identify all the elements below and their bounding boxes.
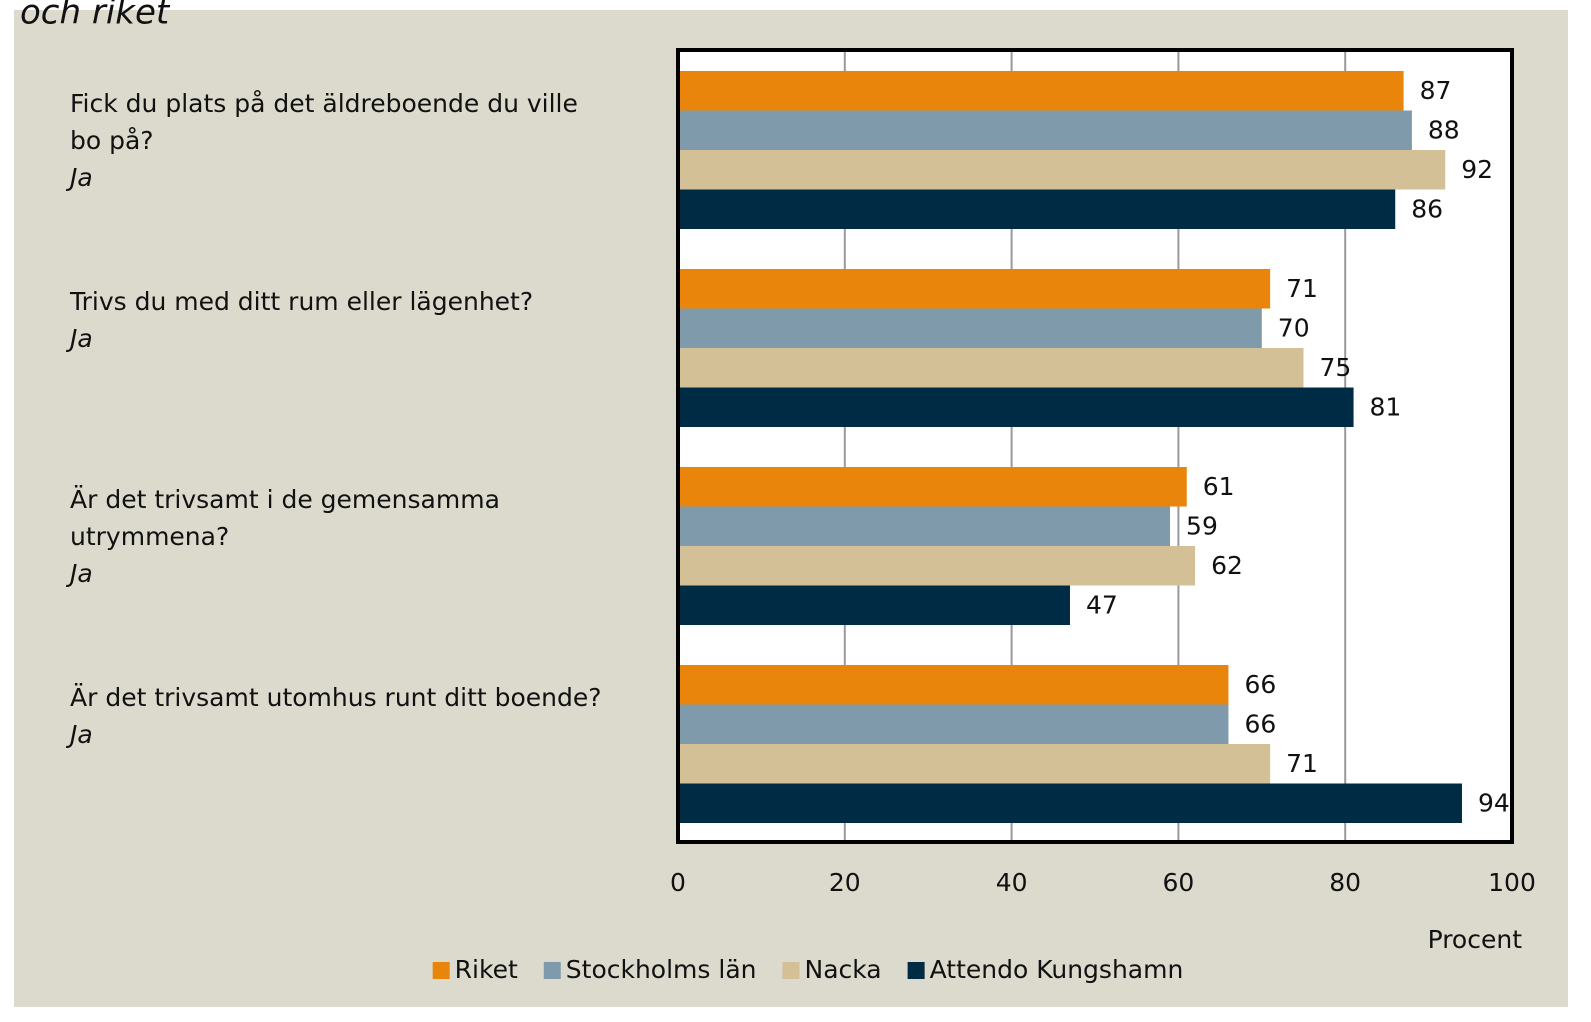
- plot-border: [676, 48, 1514, 844]
- bar: [678, 269, 1271, 309]
- value-label: 86: [1411, 194, 1443, 223]
- value-label: 88: [1428, 115, 1460, 144]
- bar: [678, 704, 1229, 744]
- x-tick-label: 100: [1488, 868, 1536, 897]
- category-label: Fick du plats på det äldreboende du vill…: [70, 89, 578, 155]
- category-answer: Ja: [65, 720, 93, 749]
- value-label: 66: [1244, 670, 1276, 699]
- category-label: Är det trivsamt i de gemensamma utrymmena…: [70, 485, 500, 551]
- legend-label: Stockholms län: [566, 955, 757, 984]
- bar: [678, 506, 1171, 546]
- value-label: 75: [1320, 353, 1352, 382]
- bar: [678, 546, 1196, 586]
- x-axis-label: Procent: [1428, 925, 1523, 954]
- bar: [678, 467, 1187, 507]
- legend-swatch: [543, 962, 561, 979]
- legend-swatch: [907, 962, 925, 979]
- category-answer: Ja: [65, 324, 93, 353]
- bar: [678, 744, 1271, 784]
- category-label: Är det trivsamt utomhus runt ditt boende…: [70, 683, 602, 712]
- value-label: 81: [1370, 392, 1402, 421]
- bar: [678, 189, 1396, 229]
- value-label: 71: [1286, 274, 1318, 303]
- legend-label: Riket: [455, 955, 518, 984]
- value-label: 62: [1211, 551, 1243, 580]
- bar: [678, 110, 1412, 150]
- bar: [678, 308, 1262, 348]
- value-label: 47: [1086, 590, 1118, 619]
- bar: [678, 665, 1229, 705]
- bar: [678, 387, 1354, 427]
- bar: [678, 585, 1070, 625]
- category-answer: Ja: [65, 163, 93, 192]
- value-label: 92: [1461, 155, 1493, 184]
- bar: [678, 150, 1446, 190]
- x-tick-label: 80: [1329, 868, 1361, 897]
- value-label: 87: [1420, 76, 1452, 105]
- legend-swatch: [432, 962, 450, 979]
- value-label: 59: [1186, 511, 1218, 540]
- legend: Riket Stockholms län Nacka Attendo Kungsham…: [432, 955, 1184, 984]
- value-label: 61: [1203, 472, 1235, 501]
- value-label: 70: [1278, 313, 1310, 342]
- x-tick-label: 20: [829, 868, 861, 897]
- bar: [678, 783, 1462, 823]
- category-label: Trivs du med ditt rum eller lägenhet?: [69, 287, 533, 316]
- legend-label: Attendo Kungshamn: [930, 955, 1184, 984]
- legend-label: Nacka: [804, 955, 881, 984]
- legend-swatch: [782, 962, 800, 979]
- value-label: 94: [1478, 788, 1510, 817]
- bar: [678, 71, 1404, 111]
- x-tick-label: 60: [1162, 868, 1194, 897]
- bar: [678, 348, 1304, 388]
- value-label: 71: [1286, 749, 1318, 778]
- x-tick-label: 40: [996, 868, 1028, 897]
- x-tick-label: 0: [670, 868, 686, 897]
- value-label: 66: [1244, 709, 1276, 738]
- category-answer: Ja: [65, 559, 93, 588]
- chart-title: och riket: [20, 0, 171, 33]
